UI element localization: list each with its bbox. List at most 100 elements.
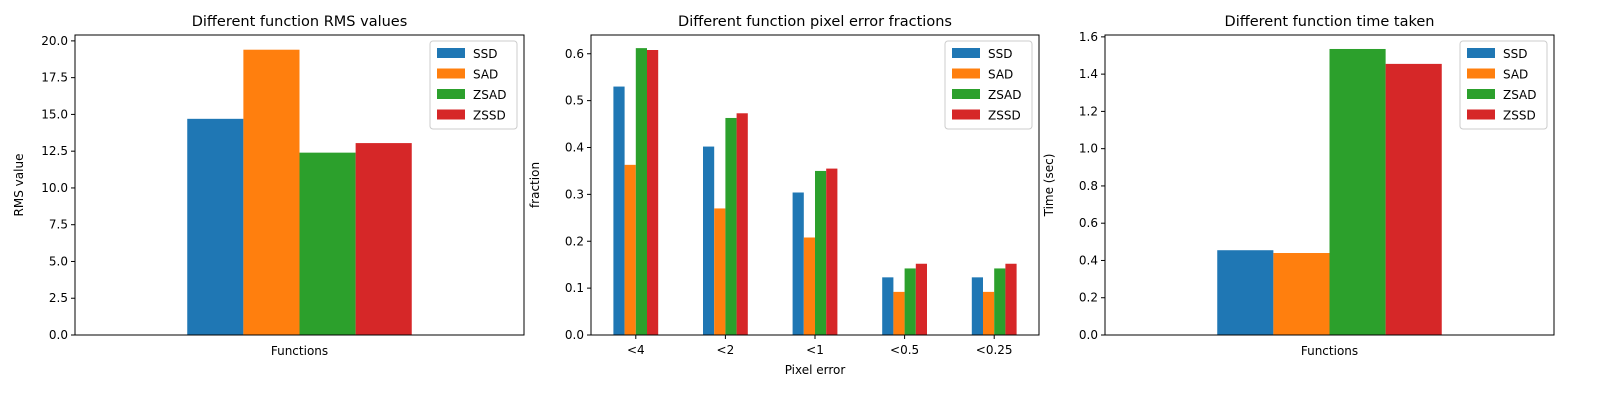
y-tick-label: 7.5 — [49, 218, 68, 232]
legend-label-zsad: ZSAD — [473, 88, 507, 102]
legend-swatch-zssd — [952, 109, 980, 120]
x-tick-label: <4 — [627, 343, 645, 357]
bar-sad-2 — [714, 208, 726, 335]
legend-label-zsad: ZSAD — [1503, 88, 1537, 102]
y-tick-label: 0.6 — [565, 47, 584, 61]
x-axis-label: Pixel error — [785, 363, 846, 377]
y-tick-label: 12.5 — [41, 144, 68, 158]
axes-frame — [74, 34, 525, 336]
bar-zsad-1 — [1329, 48, 1386, 335]
y-tick-label: 0.2 — [565, 234, 584, 248]
bar-sad-1 — [624, 164, 636, 335]
bar-sad-1 — [243, 49, 300, 336]
y-tick-label: 20.0 — [41, 34, 68, 48]
legend-swatch-sad — [952, 68, 980, 79]
legend-label-sad: SAD — [1503, 68, 1528, 82]
x-tick-label: <0.5 — [890, 343, 919, 357]
x-axis-label: Functions — [271, 344, 328, 358]
y-tick-label: 0.0 — [1079, 328, 1098, 342]
legend-swatch-ssd — [1467, 48, 1495, 58]
legend-box — [944, 40, 1033, 130]
bar-zssd-1 — [1385, 63, 1442, 335]
legend-swatch-sad — [437, 68, 465, 79]
y-tick-label: 17.5 — [41, 71, 68, 85]
bar-zsad-2 — [725, 117, 737, 335]
chart-title: Different function RMS values — [192, 14, 408, 30]
x-tick-label: <1 — [806, 343, 824, 357]
legend-swatch-sad — [1467, 68, 1495, 79]
legend: SSD SAD ZSAD ZSSD — [1459, 40, 1548, 130]
y-tick-label: 0.6 — [1079, 216, 1098, 230]
y-tick-label: 2.5 — [49, 291, 68, 305]
y-tick-label: 5.0 — [49, 254, 68, 268]
bar-sad-5 — [983, 291, 995, 335]
y-tick-label: 0.4 — [565, 141, 584, 155]
x-tick-label: <2 — [717, 343, 735, 357]
legend-label-ssd: SSD — [1503, 47, 1527, 61]
bars — [613, 48, 1017, 335]
legend-swatch-ssd — [952, 48, 980, 58]
bar-ssd-3 — [792, 192, 804, 335]
y-tick-label: 0.5 — [565, 94, 584, 108]
chart-title: Different function time taken — [1225, 14, 1435, 30]
y-tick-label: 10.0 — [41, 181, 68, 195]
legend-box — [1459, 40, 1548, 130]
legend-label-zssd: ZSSD — [1503, 109, 1536, 123]
bar-zssd-4 — [915, 263, 927, 335]
bars — [1217, 48, 1442, 335]
legend-label-sad: SAD — [473, 68, 498, 82]
chart-panel-3: 0.0 0.2 0.4 0.6 0.8 1.0 1.2 1.4 1.6 Different fun… — [1042, 14, 1555, 358]
bar-ssd-5 — [971, 277, 983, 335]
legend-swatch-zsad — [952, 89, 980, 99]
bar-ssd-2 — [703, 146, 715, 335]
legend-box — [429, 40, 518, 130]
legend-swatch-zsad — [437, 89, 465, 99]
chart-panel-1: 0.0 2.5 5.0 7.5 10.0 12.5 15.0 17.5 20.0 Differen… — [12, 14, 525, 358]
legend: SSD SAD ZSAD ZSSD — [944, 40, 1033, 130]
bar-ssd-1 — [613, 86, 625, 335]
y-tick-label: 15.0 — [41, 107, 68, 121]
bar-zssd-1 — [355, 143, 412, 335]
legend-swatch-zssd — [437, 109, 465, 120]
bar-ssd-1 — [187, 118, 244, 335]
y-tick-label: 0.8 — [1079, 179, 1098, 193]
bar-zssd-2 — [736, 113, 748, 335]
legend-label-zssd: ZSSD — [473, 109, 506, 123]
bar-zsad-5 — [994, 268, 1006, 335]
y-tick-label: 0.0 — [49, 328, 68, 342]
bar-ssd-4 — [882, 277, 894, 335]
bar-zssd-5 — [1005, 263, 1017, 335]
bar-zsad-3 — [815, 170, 827, 335]
y-tick-label: 0.3 — [565, 187, 584, 201]
bar-zsad-1 — [299, 152, 356, 335]
legend-label-ssd: SSD — [473, 47, 497, 61]
y-tick-label: 0.4 — [1079, 253, 1098, 267]
y-axis-label: Time (sec) — [1042, 154, 1056, 218]
bar-ssd-1 — [1217, 250, 1274, 335]
y-axis-label: RMS value — [12, 154, 26, 217]
y-tick-label: 0.2 — [1079, 291, 1098, 305]
legend-label-sad: SAD — [988, 68, 1013, 82]
chart-title: Different function pixel error fractions — [678, 14, 952, 30]
legend-label-ssd: SSD — [988, 47, 1012, 61]
chart-panel-2: 0.0 0.1 0.2 0.3 0.4 0.5 0.6 <4 <2 <1 <0.5 <0.25 Diff… — [528, 14, 1040, 377]
y-tick-label: 1.0 — [1079, 142, 1098, 156]
bar-sad-1 — [1273, 253, 1330, 335]
x-tick-label: <0.25 — [976, 343, 1013, 357]
legend-swatch-ssd — [437, 48, 465, 58]
bars — [187, 49, 412, 336]
y-axis-label: fraction — [528, 162, 542, 208]
axes-frame — [1104, 34, 1555, 336]
y-tick-label: 1.6 — [1079, 30, 1098, 44]
legend-swatch-zssd — [1467, 109, 1495, 120]
x-axis-label: Functions — [1301, 344, 1358, 358]
legend-label-zssd: ZSSD — [988, 109, 1021, 123]
y-tick-label: 1.2 — [1079, 104, 1098, 118]
bar-zssd-1 — [647, 50, 659, 335]
y-tick-label: 0.1 — [565, 281, 584, 295]
bar-zsad-4 — [904, 268, 916, 335]
y-tick-label: 1.4 — [1079, 67, 1098, 81]
y-tick-label: 0.0 — [565, 328, 584, 342]
legend-label-zsad: ZSAD — [988, 88, 1022, 102]
